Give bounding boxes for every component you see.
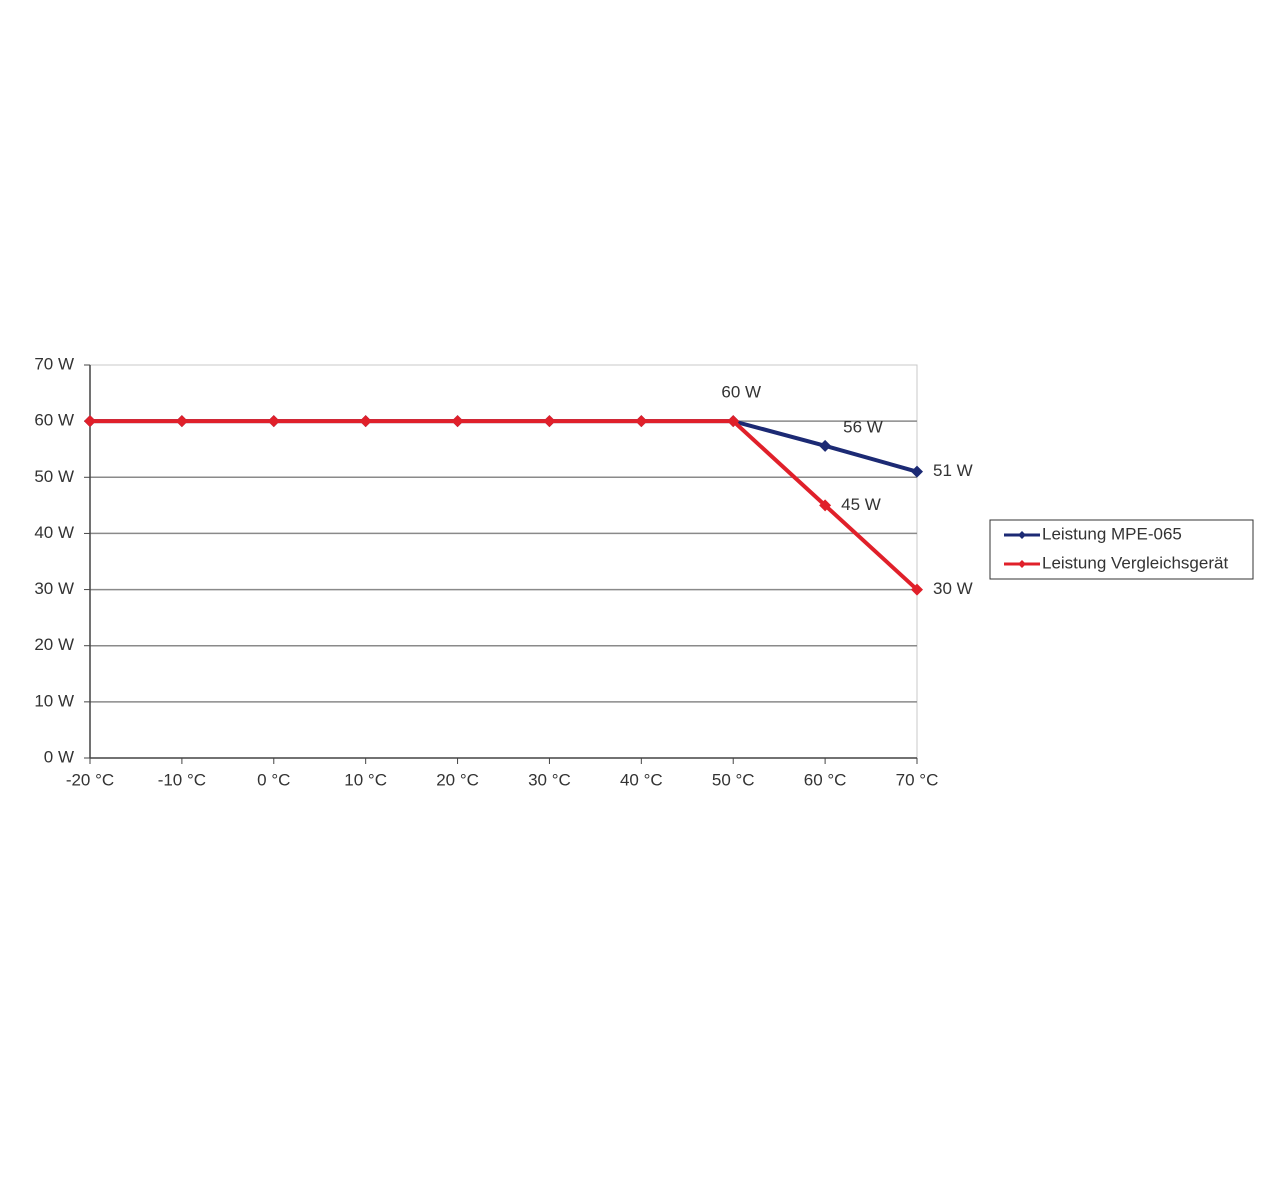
plot-area	[89, 364, 918, 759]
legend-label: Leistung MPE-065	[1042, 524, 1182, 543]
y-tick-label: 70 W	[34, 354, 74, 373]
y-tick-label: 20 W	[34, 635, 74, 654]
x-tick-label: 20 °C	[436, 770, 479, 789]
data-point	[359, 415, 372, 428]
x-tick-label: -20 °C	[66, 770, 114, 789]
y-tick-label: 10 W	[34, 691, 74, 710]
data-label: 45 W	[841, 495, 881, 514]
data-point	[267, 415, 280, 428]
y-tick-label: 0 W	[44, 747, 74, 766]
data-label: 30 W	[933, 579, 973, 598]
x-tick-label: 0 °C	[257, 770, 290, 789]
y-tick-label: 60 W	[34, 411, 74, 430]
x-tick-label: 70 °C	[896, 770, 939, 789]
x-tick-label: 10 °C	[344, 770, 387, 789]
legend-box	[989, 519, 1254, 580]
data-point	[543, 415, 556, 428]
x-tick-label: 60 °C	[804, 770, 847, 789]
data-point	[819, 439, 832, 452]
data-point	[635, 415, 648, 428]
data-point	[727, 415, 740, 428]
data-label: 56 W	[843, 417, 883, 436]
data-point	[84, 415, 96, 428]
data-point	[911, 465, 923, 478]
data-point	[819, 499, 832, 512]
series-line	[90, 419, 918, 474]
x-tick-label: 40 °C	[620, 770, 663, 789]
legend-marker	[1018, 560, 1026, 568]
data-label: 60 W	[721, 383, 761, 402]
data-point	[451, 415, 464, 428]
data-label: 51 W	[933, 461, 973, 480]
series-line	[90, 419, 919, 592]
legend-label: Leistung Vergleichsgerät	[1042, 553, 1228, 572]
y-tick-label: 50 W	[34, 467, 74, 486]
x-tick-label: 30 °C	[528, 770, 571, 789]
legend-marker	[1018, 531, 1026, 539]
data-point	[175, 415, 188, 428]
y-tick-label: 30 W	[34, 579, 74, 598]
x-tick-label: -10 °C	[158, 770, 206, 789]
x-tick-label: 50 °C	[712, 770, 755, 789]
y-tick-label: 40 W	[34, 523, 74, 542]
data-point	[911, 583, 923, 596]
